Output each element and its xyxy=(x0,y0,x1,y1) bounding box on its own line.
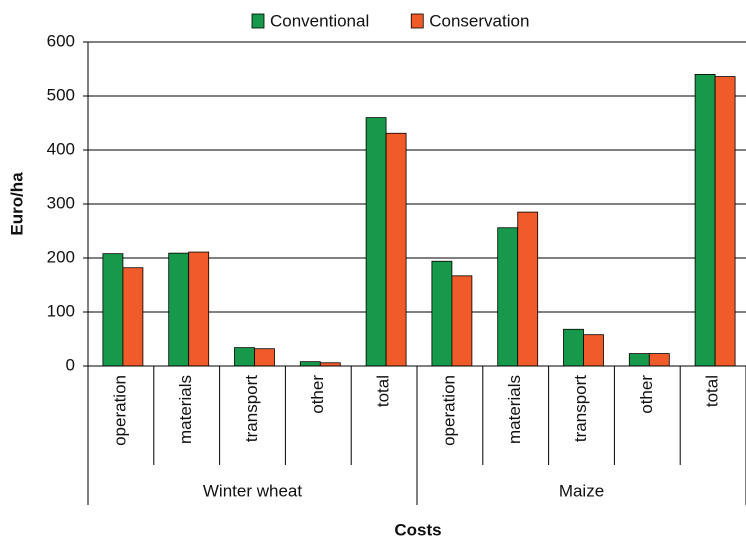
x-tick-label: materials xyxy=(176,375,195,444)
group-label: Maize xyxy=(559,481,604,500)
bar xyxy=(648,353,670,367)
bar xyxy=(583,334,604,367)
bar xyxy=(234,347,255,367)
bar xyxy=(122,267,144,367)
legend-label: Conventional xyxy=(270,11,369,30)
y-tick-label: 200 xyxy=(47,247,75,266)
group-label: Winter wheat xyxy=(203,481,302,500)
x-tick-label: total xyxy=(374,375,393,407)
x-tick-label: transport xyxy=(571,375,590,442)
bar xyxy=(365,117,387,367)
y-tick-label: 0 xyxy=(66,355,75,374)
x-tick-label: materials xyxy=(505,375,524,444)
bar xyxy=(628,353,650,367)
bar xyxy=(102,253,124,367)
bar xyxy=(451,275,473,367)
bar xyxy=(517,211,539,367)
bar xyxy=(563,328,584,367)
bar xyxy=(714,76,736,367)
x-tick-label: operation xyxy=(439,375,458,446)
legend-swatch xyxy=(410,13,424,29)
y-axis-label: Euro/ha xyxy=(7,172,26,236)
y-tick-label: 300 xyxy=(47,193,75,212)
bar xyxy=(385,132,407,367)
y-tick-label: 100 xyxy=(47,301,75,320)
x-tick-label: other xyxy=(637,375,656,414)
x-axis-label: Costs xyxy=(394,520,441,539)
bar xyxy=(431,260,453,367)
bar xyxy=(168,252,190,367)
bar xyxy=(694,74,716,367)
y-tick-label: 400 xyxy=(47,139,75,158)
x-tick-label: transport xyxy=(242,375,261,442)
legend-swatch xyxy=(251,13,265,29)
x-tick-label: total xyxy=(703,375,722,407)
x-tick-label: other xyxy=(308,375,327,414)
bar xyxy=(254,348,275,367)
bar xyxy=(497,227,519,367)
legend-label: Conservation xyxy=(429,11,529,30)
bar xyxy=(299,361,321,367)
y-tick-label: 600 xyxy=(47,31,75,50)
x-tick-label: operation xyxy=(110,375,129,446)
y-tick-label: 500 xyxy=(47,85,75,104)
bar xyxy=(188,251,210,367)
